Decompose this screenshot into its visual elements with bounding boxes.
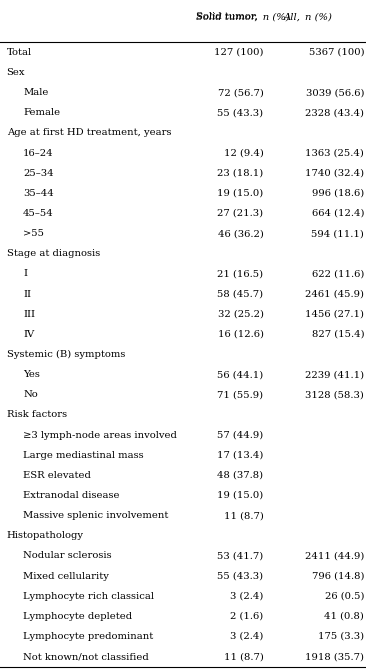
Text: Not known/not classified: Not known/not classified — [23, 652, 149, 661]
Text: 622 (11.6): 622 (11.6) — [312, 269, 364, 278]
Text: 55 (43.3): 55 (43.3) — [217, 571, 264, 581]
Text: 46 (36.2): 46 (36.2) — [218, 229, 264, 238]
Text: 72 (56.7): 72 (56.7) — [218, 88, 264, 97]
Text: 2239 (41.1): 2239 (41.1) — [305, 370, 364, 379]
Text: 21 (16.5): 21 (16.5) — [217, 269, 264, 278]
Text: 16–24: 16–24 — [23, 149, 54, 158]
Text: 48 (37.8): 48 (37.8) — [217, 471, 264, 480]
Text: Stage at diagnosis: Stage at diagnosis — [7, 249, 100, 258]
Text: 1363 (25.4): 1363 (25.4) — [305, 149, 364, 158]
Text: Histopathology: Histopathology — [7, 532, 83, 540]
Text: 5367 (100): 5367 (100) — [309, 48, 364, 57]
Text: 2 (1.6): 2 (1.6) — [230, 612, 264, 621]
Text: 127 (100): 127 (100) — [214, 48, 264, 57]
Text: 12 (9.4): 12 (9.4) — [224, 149, 264, 158]
Text: >55: >55 — [23, 229, 44, 238]
Text: Yes: Yes — [23, 370, 40, 379]
Text: 27 (21.3): 27 (21.3) — [217, 209, 264, 218]
Text: 3128 (58.3): 3128 (58.3) — [305, 390, 364, 399]
Text: IV: IV — [23, 330, 34, 339]
Text: 175 (3.3): 175 (3.3) — [318, 632, 364, 641]
Text: 996 (18.6): 996 (18.6) — [312, 189, 364, 198]
Text: Male: Male — [23, 88, 48, 97]
Text: 796 (14.8): 796 (14.8) — [312, 571, 364, 581]
Text: 3 (2.4): 3 (2.4) — [230, 591, 264, 601]
Text: 827 (15.4): 827 (15.4) — [311, 330, 364, 339]
Text: 19 (15.0): 19 (15.0) — [217, 491, 264, 500]
Text: Female: Female — [23, 108, 60, 118]
Text: 11 (8.7): 11 (8.7) — [224, 652, 264, 661]
Text: No: No — [23, 390, 38, 399]
Text: 1740 (32.4): 1740 (32.4) — [305, 169, 364, 177]
Text: ≥3 lymph-node areas involved: ≥3 lymph-node areas involved — [23, 431, 177, 439]
Text: Solid tumor,: Solid tumor, — [196, 12, 261, 21]
Text: 1918 (35.7): 1918 (35.7) — [305, 652, 364, 661]
Text: Sex: Sex — [7, 68, 25, 77]
Text: 53 (41.7): 53 (41.7) — [217, 551, 264, 560]
Text: All,  n (%): All, n (%) — [284, 12, 333, 21]
Text: 71 (55.9): 71 (55.9) — [217, 390, 264, 399]
Text: 35–44: 35–44 — [23, 189, 54, 198]
Text: Solid tumor,  n (%): Solid tumor, n (%) — [196, 12, 290, 21]
Text: 58 (45.7): 58 (45.7) — [217, 290, 264, 298]
Text: 2461 (45.9): 2461 (45.9) — [305, 290, 364, 298]
Text: 1456 (27.1): 1456 (27.1) — [305, 310, 364, 319]
Text: Lymphocyte rich classical: Lymphocyte rich classical — [23, 591, 154, 601]
Text: 45–54: 45–54 — [23, 209, 54, 218]
Text: 41 (0.8): 41 (0.8) — [324, 612, 364, 621]
Text: 2328 (43.4): 2328 (43.4) — [305, 108, 364, 118]
Text: Extranodal disease: Extranodal disease — [23, 491, 120, 500]
Text: Large mediastinal mass: Large mediastinal mass — [23, 451, 144, 460]
Text: 3039 (56.6): 3039 (56.6) — [306, 88, 364, 97]
Text: Systemic (B) symptoms: Systemic (B) symptoms — [7, 350, 125, 359]
Text: 57 (44.9): 57 (44.9) — [217, 431, 264, 439]
Text: Lymphocyte predominant: Lymphocyte predominant — [23, 632, 153, 641]
Text: 56 (44.1): 56 (44.1) — [217, 370, 264, 379]
Text: Total: Total — [7, 48, 32, 57]
Text: Mixed cellularity: Mixed cellularity — [23, 571, 109, 581]
Text: 23 (18.1): 23 (18.1) — [217, 169, 264, 177]
Text: 19 (15.0): 19 (15.0) — [217, 189, 264, 198]
Text: I: I — [23, 269, 27, 278]
Text: 26 (0.5): 26 (0.5) — [325, 591, 364, 601]
Text: III: III — [23, 310, 35, 319]
Text: II: II — [23, 290, 31, 298]
Text: 664 (12.4): 664 (12.4) — [312, 209, 364, 218]
Text: Risk factors: Risk factors — [7, 411, 67, 419]
Text: ESR elevated: ESR elevated — [23, 471, 91, 480]
Text: Lymphocyte depleted: Lymphocyte depleted — [23, 612, 132, 621]
Text: 594 (11.1): 594 (11.1) — [311, 229, 364, 238]
Text: Nodular sclerosis: Nodular sclerosis — [23, 551, 112, 560]
Text: 55 (43.3): 55 (43.3) — [217, 108, 264, 118]
Text: Massive splenic involvement: Massive splenic involvement — [23, 511, 168, 520]
Text: 11 (8.7): 11 (8.7) — [224, 511, 264, 520]
Text: 2411 (44.9): 2411 (44.9) — [305, 551, 364, 560]
Text: 25–34: 25–34 — [23, 169, 54, 177]
Text: 3 (2.4): 3 (2.4) — [230, 632, 264, 641]
Text: 17 (13.4): 17 (13.4) — [217, 451, 264, 460]
Text: 32 (25.2): 32 (25.2) — [217, 310, 264, 319]
Text: Age at first HD treatment, years: Age at first HD treatment, years — [7, 128, 171, 138]
Text: 16 (12.6): 16 (12.6) — [217, 330, 264, 339]
